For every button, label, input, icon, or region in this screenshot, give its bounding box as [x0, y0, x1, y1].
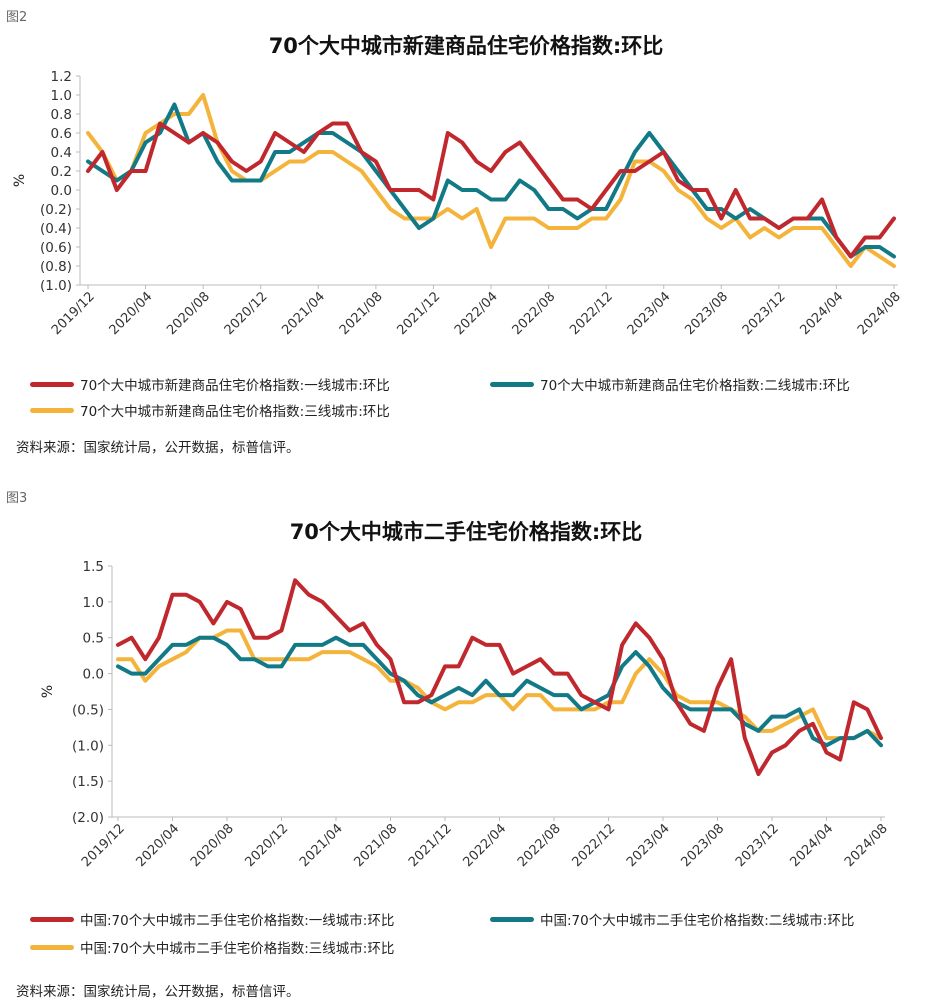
series-line-tier1 [86, 121, 896, 259]
legend-label: 中国:70个大中城市二手住宅价格指数:三线城市:环比 [80, 941, 395, 957]
y-tick-label: 1.2 [51, 69, 72, 85]
y-tick-label: (0.5) [72, 702, 104, 718]
x-tick-label: 2020/04 [107, 289, 156, 338]
legend-label: 70个大中城市新建商品住宅价格指数:三线城市:环比 [80, 404, 390, 420]
x-tick-label: 2020/08 [164, 289, 213, 338]
x-tick-label: 2020/12 [243, 821, 292, 870]
y-tick-label: (1.0) [72, 738, 104, 754]
x-tick-label: 2020/04 [134, 821, 183, 870]
legend-swatch-tier3 [30, 407, 74, 413]
y-tick-label: 0.2 [51, 164, 72, 180]
legend-swatch-tier1 [30, 916, 74, 922]
legend-swatch-tier3 [30, 944, 74, 950]
y-tick-label: 0.5 [83, 631, 104, 647]
legend-item-tier2: 70个大中城市新建商品住宅价格指数:二线城市:环比 [490, 374, 850, 394]
x-tick-label: 2022/12 [570, 821, 619, 870]
y-tick-label: 1.5 [83, 559, 104, 575]
x-tick-label: 2020/08 [188, 821, 237, 870]
series-line-tier2 [116, 635, 883, 748]
figure-label: 图3 [6, 491, 28, 506]
legend-item-tier2: 中国:70个大中城市二手住宅价格指数:二线城市:环比 [490, 909, 854, 929]
x-tick-label: 2022/08 [515, 821, 564, 870]
x-tick-label: 2024/08 [855, 289, 904, 338]
x-tick-label: 2019/12 [49, 289, 98, 338]
y-tick-label: 0.4 [51, 145, 72, 161]
x-tick-label: 2024/08 [842, 821, 891, 870]
legend-label: 70个大中城市新建商品住宅价格指数:一线城市:环比 [80, 378, 390, 394]
y-tick-label: 0.0 [51, 183, 72, 199]
chart-title: 70个大中城市二手住宅价格指数:环比 [289, 520, 643, 544]
line-chart-new-homes: 1.2 1.0 0.8 0.6 0.4 0.2 0.0 (0.2) (0.4) (0.6) (0.8… [12, 69, 904, 338]
legend-item-tier1: 70个大中城市新建商品住宅价格指数:一线城市:环比 [30, 374, 390, 394]
x-tick-label: 2022/04 [452, 289, 501, 338]
y-tick-label: 1.0 [51, 88, 72, 104]
y-tick-label: 0.6 [51, 126, 72, 142]
x-tick-label: 2021/04 [297, 821, 346, 870]
legend-item-tier3: 中国:70个大中城市二手住宅价格指数:三线城市:环比 [30, 937, 394, 957]
legend-swatch-tier2 [490, 916, 534, 922]
y-tick-label: (1.0) [40, 278, 72, 294]
x-tick-label: 2023/08 [682, 289, 731, 338]
y-tick-label: (0.2) [40, 202, 72, 218]
x-tick-label: 2023/12 [740, 289, 789, 338]
y-tick-label: (0.6) [40, 240, 72, 256]
y-tick-label: (0.4) [40, 221, 72, 237]
legend-label: 中国:70个大中城市二手住宅价格指数:一线城市:环比 [80, 913, 395, 929]
series-line-tier1 [116, 578, 883, 776]
legend-item-tier1: 中国:70个大中城市二手住宅价格指数:一线城市:环比 [30, 909, 394, 929]
x-tick-label: 2021/12 [406, 821, 455, 870]
x-tick-label: 2024/04 [788, 821, 837, 870]
y-axis-label: % [40, 685, 56, 698]
legend-swatch-tier1 [30, 381, 74, 387]
line-chart-resale-homes: 1.5 1.0 0.5 0.0 (0.5) (1.0) (1.5) (2.0)% 2019/12… [40, 559, 891, 870]
x-tick-label: 2020/12 [222, 289, 271, 338]
y-tick-label: (1.5) [72, 774, 104, 790]
x-tick-label: 2021/12 [394, 289, 443, 338]
source-note: 资料来源：国家统计局，公开数据，标普信评。 [16, 440, 300, 456]
legend-item-tier3: 70个大中城市新建商品住宅价格指数:三线城市:环比 [30, 400, 390, 420]
x-tick-label: 2022/04 [461, 821, 510, 870]
legend-label: 中国:70个大中城市二手住宅价格指数:二线城市:环比 [540, 913, 855, 929]
legend-swatch-tier2 [490, 381, 534, 387]
y-tick-label: (0.8) [40, 259, 72, 275]
y-tick-label: 0.0 [83, 667, 104, 683]
y-tick-label: (2.0) [72, 810, 104, 826]
x-tick-label: 2021/08 [337, 289, 386, 338]
source-note: 资料来源：国家统计局，公开数据，标普信评。 [16, 984, 300, 1000]
legend-label: 70个大中城市新建商品住宅价格指数:二线城市:环比 [540, 378, 850, 394]
x-tick-label: 2024/04 [797, 289, 846, 338]
figure-label: 图2 [6, 10, 28, 25]
x-tick-label: 2019/12 [79, 821, 128, 870]
legend: 70个大中城市新建商品住宅价格指数:一线城市:环比 70个大中城市新建商品住宅价… [30, 372, 930, 424]
legend: 中国:70个大中城市二手住宅价格指数:一线城市:环比 中国:70个大中城市二手住… [30, 907, 930, 963]
x-tick-label: 2021/08 [352, 821, 401, 870]
y-tick-label: 0.8 [51, 107, 72, 123]
series-line-tier3 [86, 93, 896, 268]
x-tick-label: 2023/04 [625, 289, 674, 338]
x-tick-label: 2023/08 [679, 821, 728, 870]
x-tick-label: 2023/12 [733, 821, 782, 870]
y-axis-label: % [12, 174, 28, 187]
x-tick-label: 2021/04 [279, 289, 328, 338]
x-tick-label: 2022/08 [510, 289, 559, 338]
x-tick-label: 2022/12 [567, 289, 616, 338]
series-line-tier2 [86, 102, 896, 259]
x-tick-label: 2023/04 [624, 821, 673, 870]
y-tick-label: 1.0 [83, 595, 104, 611]
chart-title: 70个大中城市新建商品住宅价格指数:环比 [268, 34, 664, 58]
